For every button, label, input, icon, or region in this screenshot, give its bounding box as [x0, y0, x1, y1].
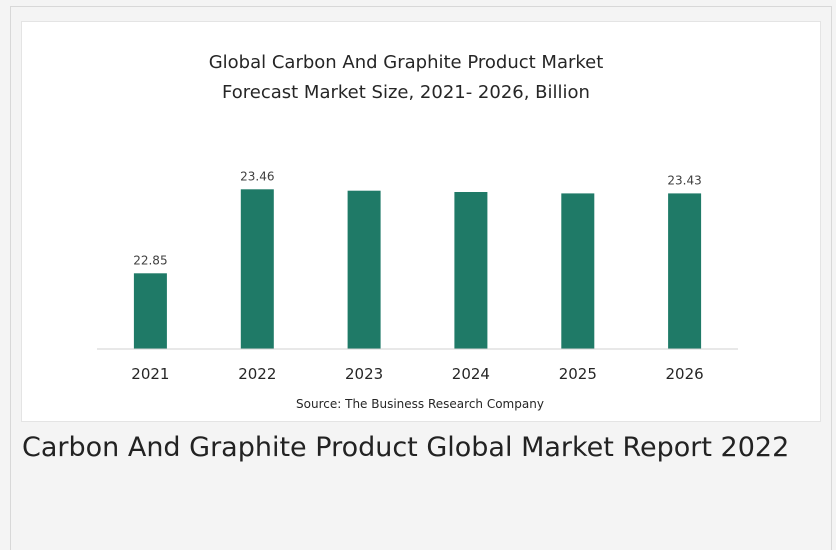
chart-card: Global Carbon And Graphite Product Marke… — [21, 21, 821, 422]
bar-2023 — [347, 190, 381, 349]
x-tick-label-2025: 2025 — [559, 365, 597, 383]
chart-title-line-1: Global Carbon And Graphite Product Marke… — [209, 52, 604, 73]
x-tick-label-2021: 2021 — [131, 365, 169, 383]
bar-2026 — [668, 193, 702, 349]
bar-2025 — [561, 193, 595, 349]
bar-2024 — [454, 192, 488, 349]
report-caption: Carbon And Graphite Product Global Marke… — [22, 432, 790, 463]
bar-2021 — [133, 273, 167, 349]
data-label-2022: 23.46 — [240, 169, 274, 183]
bar-chart: Global Carbon And Graphite Product Marke… — [97, 52, 738, 411]
x-tick-label-2023: 2023 — [345, 365, 383, 383]
data-label-2026: 23.43 — [667, 173, 701, 187]
data-label-2021: 22.85 — [133, 253, 167, 267]
bars-layer — [133, 189, 702, 349]
bar-2022 — [240, 189, 274, 349]
chart-source: Source: The Business Research Company — [296, 397, 544, 411]
chart-title-line-2: Forecast Market Size, 2021- 2026, Billio… — [222, 82, 590, 103]
x-tick-label-2022: 2022 — [238, 365, 276, 383]
x-tick-label-2026: 2026 — [666, 365, 704, 383]
labels-layer: 22.85 2021 23.46 2022 2023 2024 2025 23.43 2026 — [131, 169, 703, 383]
x-tick-label-2024: 2024 — [452, 365, 490, 383]
